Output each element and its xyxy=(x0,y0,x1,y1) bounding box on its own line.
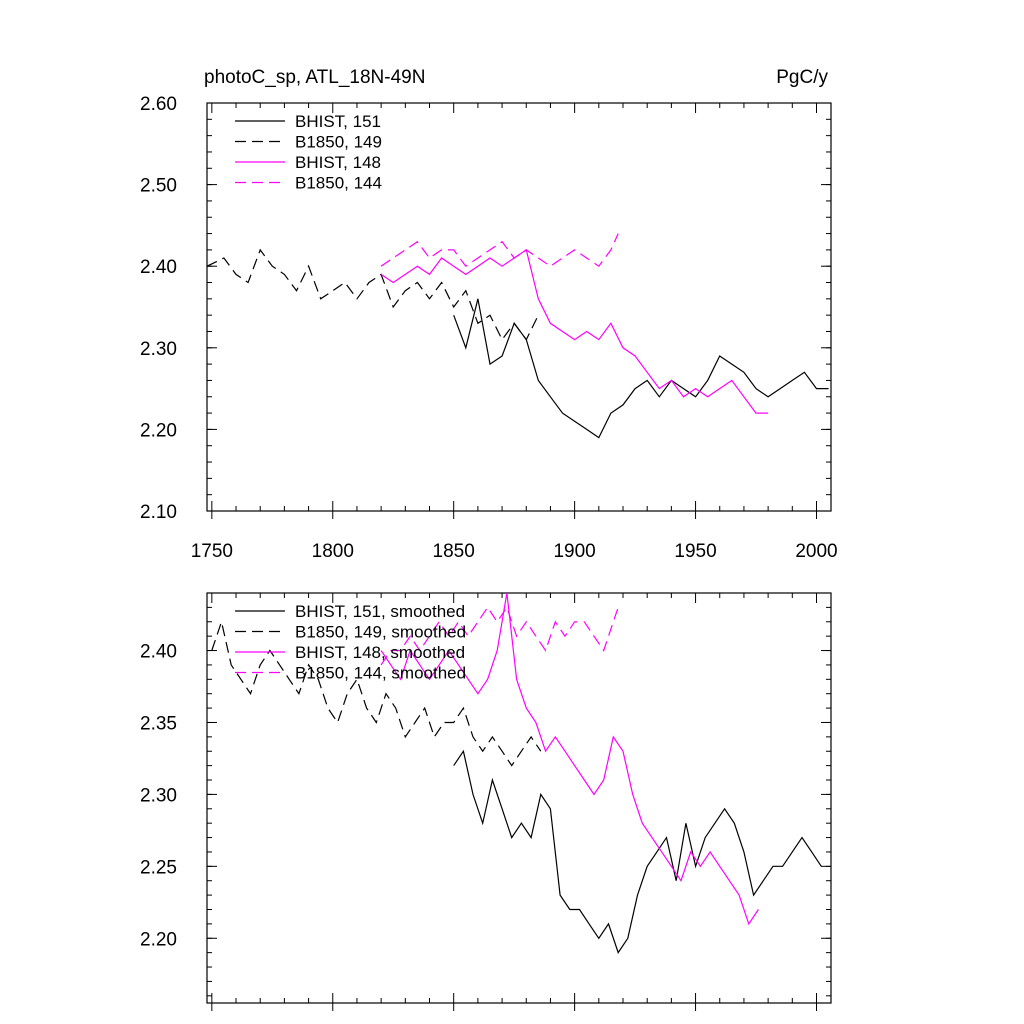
y-tick-label: 2.25 xyxy=(140,857,177,878)
series-line-b1850-149 xyxy=(207,248,539,341)
y-tick-label: 2.50 xyxy=(140,176,177,197)
series-group xyxy=(207,233,829,439)
y-tick-label: 2.10 xyxy=(140,502,177,523)
legend-label: BHIST, 151 xyxy=(295,112,381,131)
legend-label: B1850, 144 xyxy=(295,174,382,193)
series-line-bhist-151-smoothed xyxy=(453,749,822,954)
legend-label: BHIST, 148, smoothed xyxy=(295,643,465,662)
series-line-bhist-148-smoothed xyxy=(380,593,759,926)
series-line-b1850-144 xyxy=(380,233,619,268)
x-tick-label: 1750 xyxy=(191,541,233,562)
x-tick-label: 1800 xyxy=(312,541,354,562)
bottom-panel: 2.20 2.25 2.30 2.35 2.40 BHIST, 151, smoothed… xyxy=(140,592,832,1011)
legend-label: B1850, 144, smoothed xyxy=(295,664,466,683)
y-tick-label: 2.40 xyxy=(140,642,177,663)
units-label: PgC/y xyxy=(776,67,828,88)
x-tick-label: 1950 xyxy=(674,541,716,562)
chart-title: photoC_sp, ATL_18N-49N xyxy=(204,67,425,88)
x-tick-label: 1850 xyxy=(433,541,475,562)
y-tick-label: 2.20 xyxy=(140,929,177,950)
series-group xyxy=(211,593,822,954)
plot-frame xyxy=(206,102,832,512)
legend-label: B1850, 149, smoothed xyxy=(295,623,466,642)
y-tick-label: 2.20 xyxy=(140,420,177,441)
y-tick-label: 2.35 xyxy=(140,713,177,734)
x-tick-label: 1900 xyxy=(553,541,595,562)
series-line-bhist-148 xyxy=(380,248,769,414)
series-line-b1850-149-smoothed xyxy=(211,619,542,767)
legend-label: BHIST, 151, smoothed xyxy=(295,602,465,621)
y-tick-label: 2.30 xyxy=(140,785,177,806)
series-line-bhist-151 xyxy=(453,298,829,439)
x-tick-label: 2000 xyxy=(795,541,837,562)
y-tick-label: 2.60 xyxy=(140,94,177,115)
legend-label: BHIST, 148 xyxy=(295,153,381,172)
y-tick-label: 2.30 xyxy=(140,339,177,360)
top-panel: 1750 1800 1850 1900 1950 2000 2.10 2.20 2.30 2.40… xyxy=(140,67,838,562)
plot-frame xyxy=(206,592,832,1004)
series-line-b1850-144-smoothed xyxy=(380,606,619,666)
y-tick-label: 2.40 xyxy=(140,257,177,278)
legend-label: B1850, 149 xyxy=(295,133,382,152)
